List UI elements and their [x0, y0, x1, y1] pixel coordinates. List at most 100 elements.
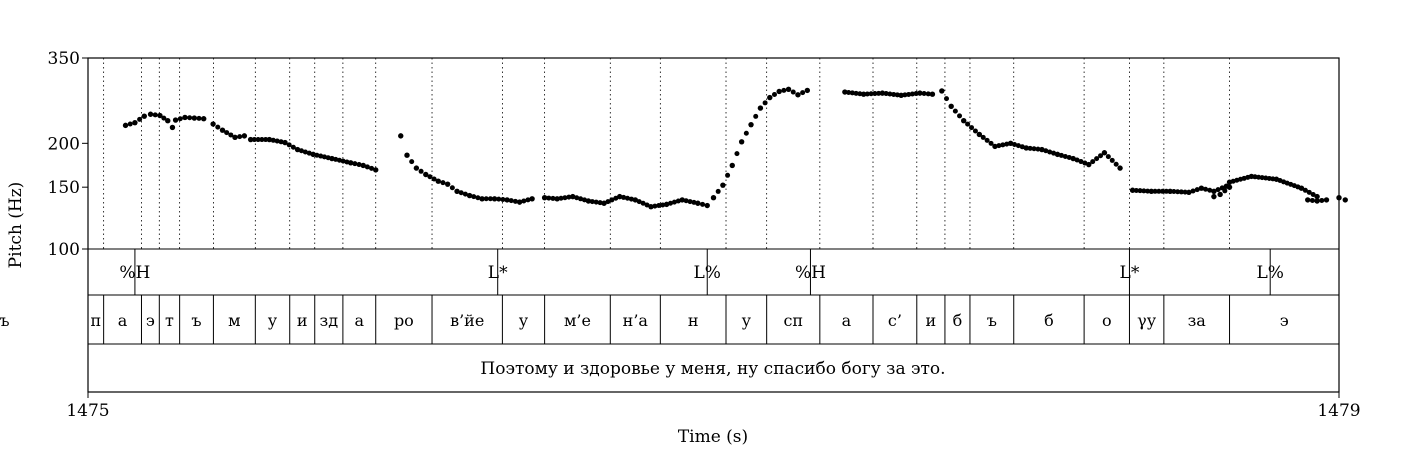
pitch-point [356, 162, 362, 168]
pitch-point [336, 157, 342, 163]
pitch-point [781, 87, 787, 93]
pitch-point [152, 112, 158, 118]
pitch-point [321, 154, 327, 160]
pitch-point [883, 91, 889, 97]
pitch-point [278, 139, 284, 145]
y-axis-label: Pitch (Hz) [6, 182, 26, 269]
pitch-point [1101, 150, 1108, 156]
pitch-point [640, 200, 646, 206]
pitch-point [201, 116, 207, 122]
pitch-point [1086, 161, 1092, 168]
pitch-point [215, 124, 221, 130]
pitch-point [228, 132, 234, 138]
pitch-point [1062, 153, 1068, 159]
pitch-point [165, 117, 171, 124]
pitch-point [294, 146, 301, 153]
pitch-point [177, 116, 183, 122]
pitch-point [597, 200, 603, 206]
pitch-point [483, 196, 489, 202]
pitch-point [1094, 156, 1100, 162]
pitch-point [1211, 188, 1217, 195]
tone-label: L% [694, 263, 721, 283]
pitch-point [589, 199, 595, 205]
pitch-point [475, 195, 481, 201]
pitch-point [771, 92, 777, 98]
pitch-point [558, 195, 564, 201]
segment-label: ъ [987, 311, 997, 330]
segment-label: э [146, 311, 155, 330]
pitch-point [241, 133, 248, 139]
pitch-point [487, 196, 493, 202]
pitch-point [423, 171, 429, 178]
pitch-point [1039, 146, 1045, 153]
segment-label: а [842, 311, 852, 330]
segment-label: γу [1137, 311, 1157, 330]
pitch-point [1117, 165, 1123, 171]
pitch-point [1160, 188, 1166, 194]
pitch-point [578, 196, 584, 202]
tone-tier-labels: %H L* L% %H L* L% [119, 263, 1284, 283]
pitch-point [663, 201, 670, 208]
pitch-point [521, 198, 527, 204]
pitch-point [753, 113, 759, 119]
pitch-point [566, 194, 572, 200]
pitch-point [1182, 189, 1188, 195]
segment-label: и [297, 311, 308, 330]
pitch-point [1302, 187, 1308, 193]
pitch-point [616, 193, 623, 200]
pitch-point [1323, 197, 1330, 203]
pitch-point [679, 197, 685, 203]
pitch-point [266, 136, 273, 143]
pitch-point [219, 127, 226, 133]
pitch-point [790, 89, 796, 95]
pitch-point [660, 202, 666, 208]
pitch-point [1070, 155, 1076, 162]
pitch-point [471, 194, 477, 200]
pitch-point [1113, 161, 1119, 167]
pitch-point [879, 90, 886, 96]
pitch-point [413, 165, 420, 171]
pitch-point [369, 165, 375, 171]
pitch-point [440, 180, 446, 186]
segment-label: у [268, 311, 278, 330]
pitch-point [988, 140, 994, 146]
pitch-point [1305, 197, 1311, 203]
segment-label: а [118, 311, 128, 330]
pitch-point [1047, 149, 1053, 155]
pitch-point [247, 136, 254, 143]
pitch-point [1175, 189, 1181, 195]
pitch-point [454, 188, 460, 195]
segment-label: н’а [623, 311, 649, 330]
segment-label: м’е [564, 311, 591, 330]
pitch-point [1054, 151, 1061, 158]
pitch-point [550, 195, 556, 201]
pitch-point [1105, 154, 1111, 160]
pitch-point [479, 196, 485, 202]
pitch-point [1015, 143, 1021, 149]
pitch-point [969, 125, 975, 131]
pitch-point [1215, 187, 1221, 193]
pitch-point [601, 200, 607, 206]
pitch-point [776, 88, 782, 95]
pitch-point [546, 195, 552, 201]
pitch-point [169, 124, 176, 131]
pitch-point [562, 195, 568, 201]
pitch-point [715, 188, 721, 194]
sentence-label: Поэтому и здоровье у меня, ну спасибо бо… [480, 359, 945, 379]
pitch-point [302, 149, 308, 155]
y-tick-label: 200 [48, 134, 80, 154]
y-tick-label: 350 [48, 49, 80, 69]
pitch-point [1007, 140, 1014, 147]
segment-label: п [90, 311, 101, 330]
pitch-point [976, 131, 983, 138]
pitch-point [1186, 189, 1192, 196]
segment-label: б [953, 311, 963, 330]
pitch-point [529, 196, 535, 202]
segment-label: зд [320, 311, 339, 330]
pitch-point [466, 192, 473, 199]
pitch-point [1163, 188, 1169, 194]
x-tick-label: 1475 [66, 401, 109, 421]
pitch-point [496, 196, 502, 202]
pitch-point [917, 90, 923, 96]
pitch-point [191, 115, 198, 121]
